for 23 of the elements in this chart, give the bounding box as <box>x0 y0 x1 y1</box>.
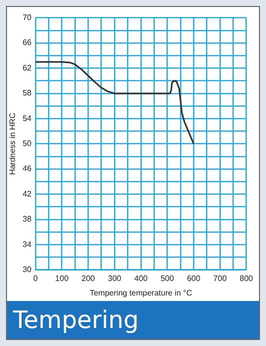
x-tick-label: 700 <box>213 274 228 283</box>
x-tick-label: 100 <box>55 274 70 283</box>
y-tick-label: 30 <box>22 265 32 274</box>
x-tick-label: 0 <box>33 274 38 283</box>
y-tick-label: 70 <box>22 13 32 22</box>
y-axis-title: Hardness in HRC <box>8 112 18 175</box>
x-tick-label: 500 <box>160 274 174 283</box>
y-tick-label: 62 <box>22 63 32 72</box>
x-tick-label: 300 <box>108 274 122 283</box>
y-tick-label: 66 <box>22 38 32 48</box>
text: Tempering <box>7 301 259 339</box>
y-tick-label: 42 <box>22 189 32 198</box>
x-axis-title: Tempering temperature in °C <box>90 288 192 298</box>
y-tick-label: 38 <box>22 214 32 224</box>
y-tick-label: 54 <box>22 114 32 123</box>
x-tick-label: 800 <box>240 274 254 283</box>
x-tick-label: 200 <box>82 274 96 283</box>
x-tick-label: 600 <box>186 274 201 283</box>
x-tick-label: 400 <box>134 274 148 283</box>
y-tick-label: 50 <box>22 139 32 148</box>
y-tick-label: 58 <box>22 88 32 98</box>
y-tick-label: 46 <box>22 164 32 174</box>
y-tick-label: 34 <box>22 240 32 249</box>
